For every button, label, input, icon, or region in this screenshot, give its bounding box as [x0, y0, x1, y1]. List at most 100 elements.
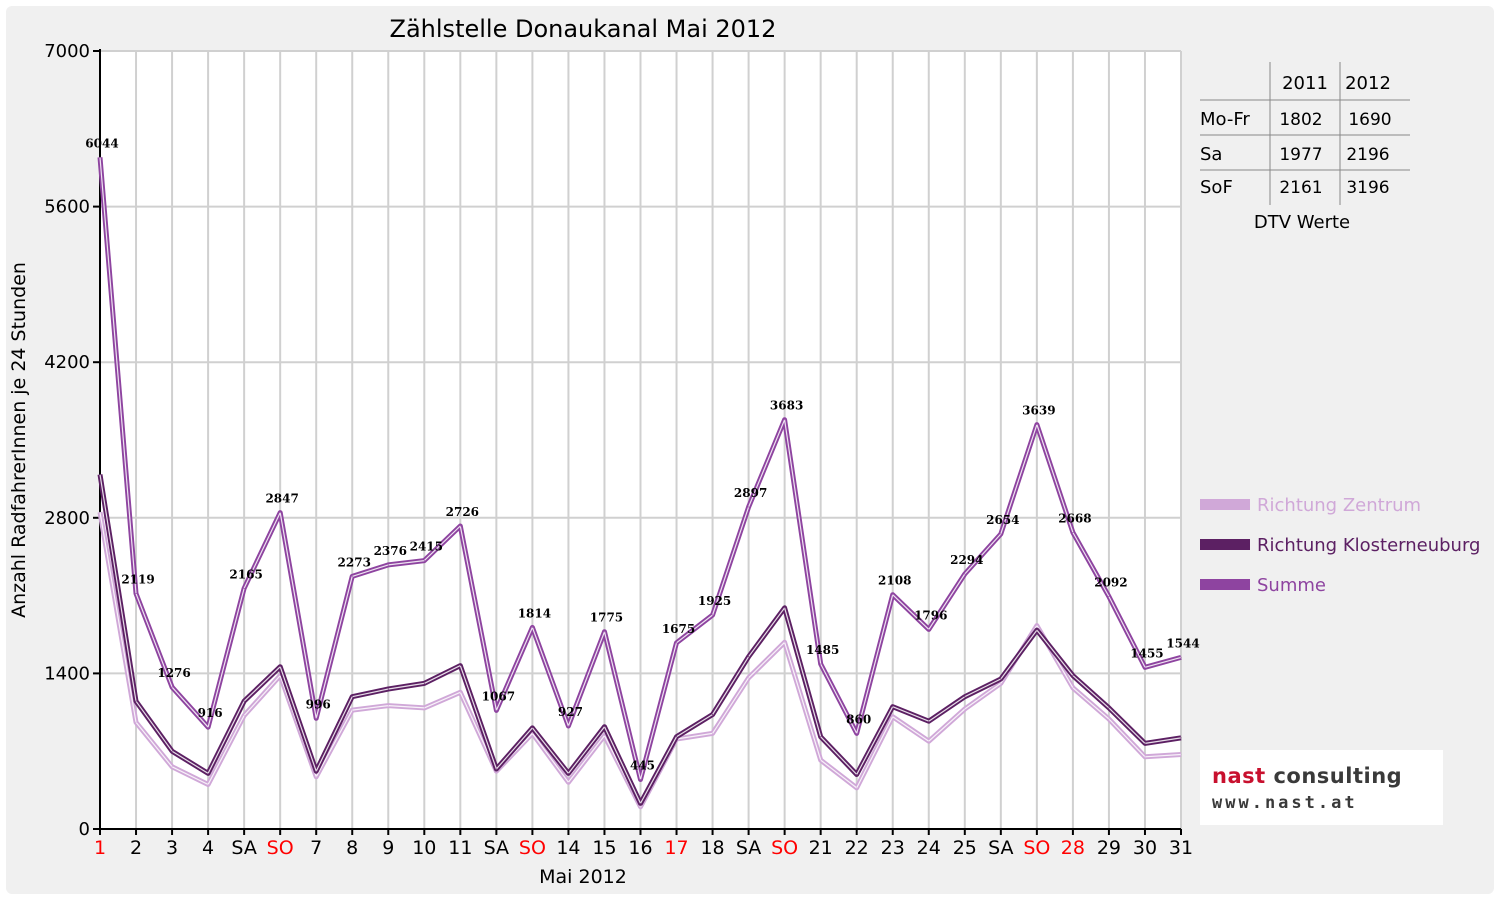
data-point — [748, 677, 750, 679]
data-point — [712, 732, 714, 734]
data-label: 2847 — [265, 492, 298, 506]
dtv-table: 2011 2012 Mo-Fr 1802 1690 Sa 1977 2196 S… — [1200, 62, 1410, 233]
x-tick-label: SA — [988, 837, 1013, 859]
data-point — [1144, 742, 1146, 744]
data-point — [1180, 754, 1182, 756]
x-tick-label: 30 — [1133, 837, 1157, 859]
data-point — [856, 732, 858, 734]
data-point — [1000, 678, 1002, 680]
data-point — [928, 740, 930, 742]
data-point — [459, 691, 461, 693]
data-point — [603, 726, 605, 728]
data-label: 1775 — [590, 611, 623, 625]
data-point — [603, 735, 605, 737]
x-tick-label: 29 — [1097, 837, 1121, 859]
y-tick-label: 5600 — [44, 197, 90, 218]
x-tick-label: SO — [1023, 837, 1050, 859]
data-point — [207, 772, 209, 774]
data-point — [676, 642, 678, 644]
x-tick-label: 23 — [881, 837, 905, 859]
data-point — [1072, 675, 1074, 677]
data-point — [99, 156, 101, 158]
data-point — [1180, 656, 1182, 658]
legend-swatch — [1200, 539, 1250, 550]
data-point — [1036, 625, 1038, 627]
data-point — [423, 682, 425, 684]
data-label: 2165 — [229, 567, 262, 581]
y-tick-label: 4200 — [44, 352, 90, 373]
x-tick-label: 16 — [628, 837, 652, 859]
data-point — [1108, 718, 1110, 720]
data-label: 1925 — [698, 594, 731, 608]
x-tick-label: 14 — [556, 837, 580, 859]
table-header-2012: 2012 — [1345, 73, 1391, 94]
data-label: 1814 — [518, 606, 551, 620]
grid — [100, 50, 1182, 829]
data-point — [964, 573, 966, 575]
x-tick-label: 22 — [845, 837, 869, 859]
data-point — [531, 727, 533, 729]
x-tick-label: 1 — [94, 837, 106, 859]
data-point — [135, 700, 137, 702]
x-tick-label: 31 — [1169, 837, 1193, 859]
data-label: 3683 — [770, 399, 803, 413]
data-point — [459, 525, 461, 527]
logo-url: www.nast.at — [1212, 793, 1358, 813]
table-cell: 3196 — [1346, 178, 1389, 198]
data-point — [171, 686, 173, 688]
data-point — [351, 696, 353, 698]
data-label: 445 — [630, 759, 655, 773]
x-tick-label: 10 — [412, 837, 436, 859]
x-tick-label: 11 — [448, 837, 472, 859]
table-row-label: Mo-Fr — [1200, 109, 1250, 130]
data-point — [135, 592, 137, 594]
data-label: 2668 — [1058, 511, 1091, 525]
data-point — [1036, 424, 1038, 426]
data-label: 1067 — [482, 689, 515, 703]
data-point — [712, 614, 714, 616]
data-point — [315, 776, 317, 778]
x-tick-label: SA — [736, 837, 761, 859]
data-point — [892, 706, 894, 708]
data-label: 1544 — [1166, 636, 1199, 650]
data-point — [315, 717, 317, 719]
x-tick-label: 21 — [809, 837, 833, 859]
data-label: 2726 — [446, 505, 479, 519]
data-label: 2273 — [338, 555, 371, 569]
x-tick-label: 17 — [664, 837, 688, 859]
data-point — [892, 716, 894, 718]
x-tick-label: 4 — [202, 837, 214, 859]
x-tick-label: SO — [771, 837, 798, 859]
data-point — [279, 675, 281, 677]
table-cell: 1690 — [1348, 110, 1391, 130]
x-tick-label: SA — [484, 837, 509, 859]
data-point — [1072, 531, 1074, 533]
data-label: 1675 — [662, 622, 695, 636]
data-point — [207, 784, 209, 786]
data-label: 3639 — [1022, 404, 1055, 418]
data-label: 2294 — [950, 553, 983, 567]
data-label: 2415 — [410, 540, 443, 554]
x-tick-label: 15 — [592, 837, 616, 859]
series-lines — [97, 156, 1182, 810]
company-logo: nast consulting www.nast.at — [1200, 750, 1443, 825]
table-row-label: Sa — [1200, 144, 1222, 165]
data-point — [495, 709, 497, 711]
data-point — [784, 607, 786, 609]
data-point — [712, 714, 714, 716]
table-row-label: SoF — [1200, 177, 1233, 198]
data-point — [387, 564, 389, 566]
data-point — [99, 473, 101, 475]
table-cell: 2161 — [1279, 178, 1322, 198]
data-point — [603, 631, 605, 633]
legend-swatch — [1200, 499, 1250, 510]
data-point — [748, 506, 750, 508]
data-point — [495, 768, 497, 770]
data-point — [784, 641, 786, 643]
x-tick-label: 18 — [700, 837, 724, 859]
data-point — [784, 419, 786, 421]
data-point — [135, 721, 137, 723]
data-point — [531, 626, 533, 628]
data-point — [928, 720, 930, 722]
